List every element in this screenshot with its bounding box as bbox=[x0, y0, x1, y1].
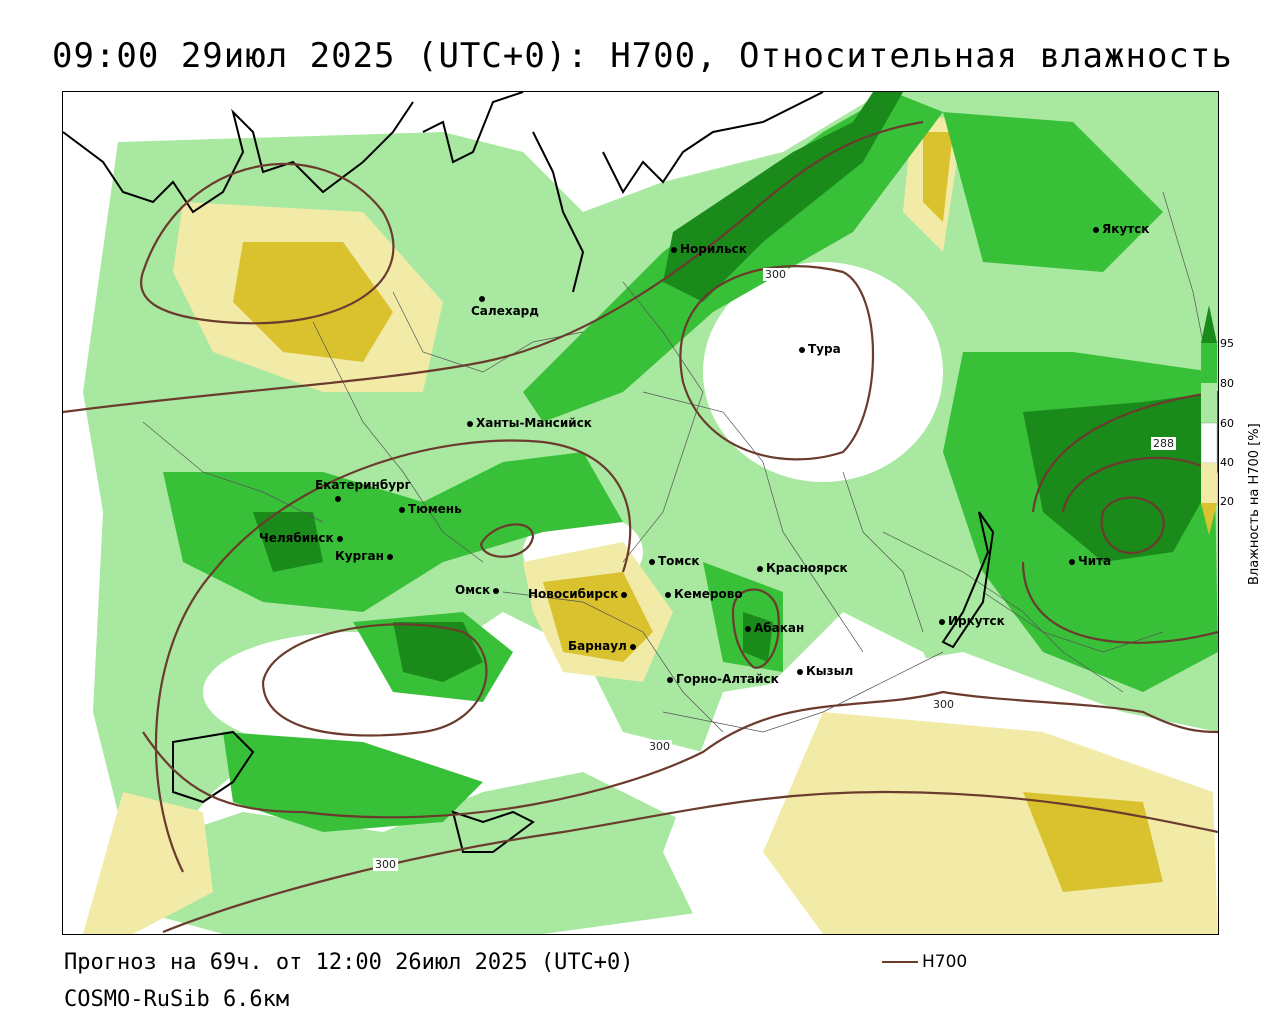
city-dot bbox=[467, 420, 473, 427]
map-layers bbox=[63, 92, 1218, 934]
city-tyumen: Тюмень bbox=[399, 502, 462, 516]
colorbar-swatch-c95 bbox=[1201, 305, 1217, 343]
city-dot bbox=[493, 587, 500, 594]
city-dot bbox=[386, 553, 393, 560]
contour-legend-label: H700 bbox=[922, 952, 968, 972]
humidity-fields bbox=[83, 92, 1218, 934]
city-abakan: Абакан bbox=[745, 621, 804, 635]
contour-label-300-north: 300 bbox=[763, 268, 788, 281]
region-borders bbox=[142, 191, 1214, 733]
humidity-map: 300 300 300 300 288 Якутск Норильск Сале… bbox=[62, 91, 1219, 935]
city-dot bbox=[745, 625, 751, 632]
city-yakutsk: Якутск bbox=[1093, 222, 1149, 236]
city-dot bbox=[1093, 226, 1099, 233]
city-chita: Чита bbox=[1069, 554, 1111, 568]
city-kurgan: Курган bbox=[335, 549, 396, 563]
colorbar-swatch-c40 bbox=[1200, 422, 1218, 464]
colorbar-tick-95: 95 bbox=[1220, 337, 1234, 350]
city-kyzyl: Кызыл bbox=[797, 664, 853, 678]
city-chelyabinsk: Челябинск bbox=[259, 531, 346, 545]
city-tomsk: Томск bbox=[649, 554, 700, 568]
colorbar-tick-40: 40 bbox=[1220, 456, 1234, 469]
city-dot bbox=[757, 565, 763, 572]
colorbar-tick-60: 60 bbox=[1220, 417, 1234, 430]
contour-label-300-south: 300 bbox=[373, 858, 398, 871]
city-norilsk: Норильск bbox=[671, 242, 747, 256]
h700-contours bbox=[63, 120, 1218, 934]
colorbar-tick-20: 20 bbox=[1220, 495, 1234, 508]
city-omsk: Омск bbox=[455, 583, 502, 597]
city-dot bbox=[336, 535, 343, 542]
colorbar-swatch-c80 bbox=[1201, 343, 1217, 383]
city-dot bbox=[671, 246, 677, 253]
contour-label-300-central: 300 bbox=[647, 740, 672, 753]
city-dot bbox=[799, 346, 805, 353]
city-dot bbox=[649, 558, 655, 565]
city-dot bbox=[667, 676, 673, 683]
city-salekhard bbox=[479, 291, 488, 305]
city-khanty-mansiysk: Ханты-Мансийск bbox=[467, 416, 592, 430]
city-salekhard-label: Салехард bbox=[471, 304, 539, 318]
colorbar-tick-80: 80 bbox=[1220, 377, 1234, 390]
city-barnaul: Барнаул bbox=[568, 639, 639, 653]
city-dot bbox=[399, 506, 405, 513]
city-gorno-altaysk: Горно-Алтайск bbox=[667, 672, 779, 686]
city-irkutsk: Иркутск bbox=[939, 614, 1005, 628]
city-kemerovo: Кемерово bbox=[665, 587, 743, 601]
city-dot bbox=[665, 591, 671, 598]
contour-legend: H700 bbox=[882, 952, 967, 972]
colorbar-swatch-c0 bbox=[1201, 503, 1217, 535]
colorbar-swatch-c20 bbox=[1201, 463, 1217, 503]
contour-label-300-east: 300 bbox=[931, 698, 956, 711]
city-dot bbox=[1069, 558, 1075, 565]
colorbar-swatches bbox=[1200, 305, 1218, 535]
map-title: 09:00 29июл 2025 (UTC+0): H700, Относите… bbox=[52, 36, 1233, 76]
city-dot bbox=[939, 618, 945, 625]
city-yekaterinburg bbox=[335, 491, 344, 505]
city-dot bbox=[629, 643, 636, 650]
contour-legend-line bbox=[882, 961, 918, 963]
city-yekaterinburg-label: Екатеринбург bbox=[315, 478, 411, 492]
colorbar-title: Влажность на H700 [%] bbox=[1247, 423, 1262, 585]
city-tura: Тура bbox=[799, 342, 841, 356]
city-dot bbox=[335, 495, 341, 502]
model-name: COSMO-RuSib 6.6км bbox=[64, 987, 290, 1012]
forecast-info: Прогноз на 69ч. от 12:00 26июл 2025 (UTC… bbox=[64, 950, 634, 975]
city-krasnoyarsk: Красноярск bbox=[757, 561, 848, 575]
city-novosibirsk: Новосибирск bbox=[528, 587, 630, 601]
humidity-colorbar bbox=[1200, 305, 1218, 535]
contour-label-288: 288 bbox=[1151, 437, 1176, 450]
city-dot bbox=[479, 295, 485, 302]
city-dot bbox=[621, 591, 628, 598]
colorbar-swatch-c60 bbox=[1201, 383, 1217, 423]
city-dot bbox=[797, 668, 803, 675]
